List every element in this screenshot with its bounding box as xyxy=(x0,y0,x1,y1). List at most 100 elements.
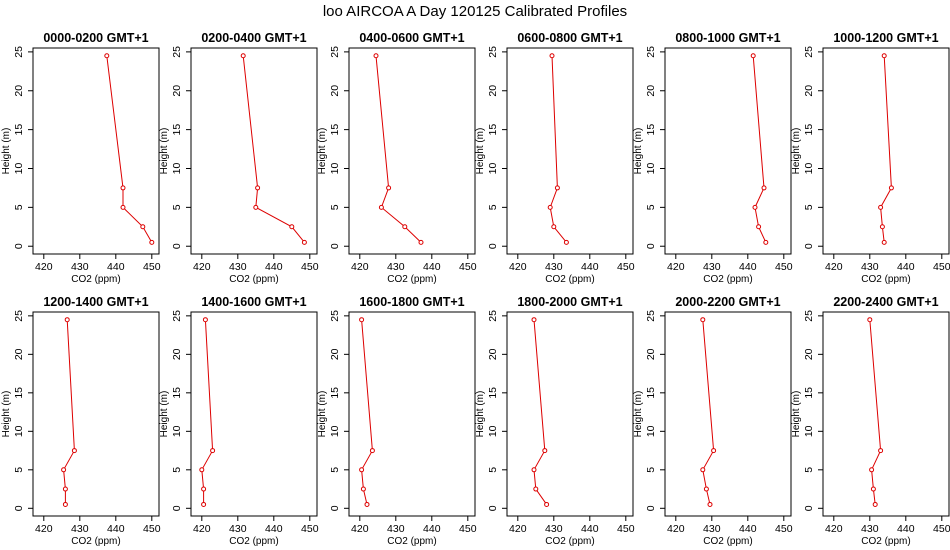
data-point xyxy=(711,448,717,454)
profile-line xyxy=(752,55,767,243)
y-axis-label: Height (m) xyxy=(317,128,328,175)
data-point xyxy=(120,185,126,191)
y-tick-label: 25 xyxy=(803,46,815,58)
y-tick-label: 0 xyxy=(803,505,815,511)
plot-frame xyxy=(190,311,318,517)
data-point xyxy=(703,486,709,492)
figure-title: loo AIRCOA A Day 120125 Calibrated Profi… xyxy=(323,3,627,20)
y-tick-label: 20 xyxy=(803,348,815,360)
x-tick-label: 420 xyxy=(509,523,527,535)
panel-title: 2000-2200 GMT+1 xyxy=(675,295,780,309)
y-tick-label: 15 xyxy=(171,124,183,136)
profile-line xyxy=(242,55,305,243)
x-tick-label: 430 xyxy=(387,523,405,535)
panel-3: 0400-0600 GMT+1 420 430 440 450 0 5 10 15 20 25 CO2… xyxy=(317,31,477,285)
panel-title: 1000-1200 GMT+1 xyxy=(833,31,938,45)
y-tick-label: 0 xyxy=(329,243,341,249)
y-tick-label: 10 xyxy=(13,425,25,437)
data-point xyxy=(71,448,77,454)
x-tick-label: 440 xyxy=(107,523,125,535)
y-tick-label: 20 xyxy=(171,348,183,360)
x-axis-label: CO2 (ppm) xyxy=(229,274,278,285)
data-point xyxy=(547,204,553,210)
y-tick-label: 25 xyxy=(487,46,499,58)
x-tick-label: 420 xyxy=(35,261,53,273)
data-point xyxy=(881,239,887,245)
data-point xyxy=(120,204,126,210)
x-tick-label: 450 xyxy=(459,523,477,535)
data-point xyxy=(551,224,557,230)
x-tick-label: 430 xyxy=(703,523,721,535)
x-tick-label: 450 xyxy=(459,261,477,273)
panel-12: 2200-2400 GMT+1 420 430 440 450 0 5 10 15 20 25 CO2… xyxy=(791,295,950,547)
data-point xyxy=(878,448,884,454)
data-point xyxy=(359,317,365,323)
data-point xyxy=(62,501,68,507)
data-point xyxy=(549,53,555,59)
x-axis-label: CO2 (ppm) xyxy=(71,274,120,285)
profile-line xyxy=(549,55,567,243)
panel-10: 1800-2000 GMT+1 420 430 440 450 0 5 10 15 20 25 CO2… xyxy=(475,295,635,547)
x-tick-label: 450 xyxy=(775,261,793,273)
x-tick-label: 440 xyxy=(265,261,283,273)
plot-frame xyxy=(506,311,634,517)
x-tick-label: 440 xyxy=(739,261,757,273)
data-point xyxy=(386,185,392,191)
y-tick-label: 10 xyxy=(487,162,499,174)
data-point xyxy=(750,53,756,59)
data-point xyxy=(544,501,550,507)
x-axis-label: CO2 (ppm) xyxy=(387,274,436,285)
y-tick-label: 5 xyxy=(803,204,815,210)
x-tick-label: 430 xyxy=(703,261,721,273)
x-axis-label: CO2 (ppm) xyxy=(861,274,910,285)
panel-8: 1400-1600 GMT+1 420 430 440 450 0 5 10 15 20 25 CO2… xyxy=(159,295,319,547)
panel-title: 1800-2000 GMT+1 xyxy=(517,295,622,309)
y-tick-label: 5 xyxy=(487,467,499,473)
x-tick-label: 440 xyxy=(897,523,915,535)
data-point xyxy=(202,317,208,323)
panel-title: 0000-0200 GMT+1 xyxy=(43,31,148,45)
y-tick-label: 5 xyxy=(329,467,341,473)
y-tick-label: 20 xyxy=(13,348,25,360)
profile-line xyxy=(702,319,715,505)
data-point xyxy=(418,239,424,245)
y-tick-label: 15 xyxy=(645,387,657,399)
y-tick-label: 0 xyxy=(645,505,657,511)
plot-frame xyxy=(506,47,634,255)
y-axis-label: Height (m) xyxy=(1,391,12,438)
x-tick-label: 440 xyxy=(581,261,599,273)
y-tick-label: 25 xyxy=(13,310,25,322)
y-tick-label: 20 xyxy=(803,85,815,97)
y-tick-label: 15 xyxy=(803,124,815,136)
y-tick-label: 5 xyxy=(487,204,499,210)
data-point xyxy=(763,239,769,245)
y-tick-label: 5 xyxy=(329,204,341,210)
data-point xyxy=(761,185,767,191)
y-tick-label: 15 xyxy=(329,124,341,136)
plot-frame xyxy=(32,311,160,517)
profile-line xyxy=(63,319,75,505)
x-tick-label: 420 xyxy=(35,523,53,535)
panel-title: 2200-2400 GMT+1 xyxy=(833,295,938,309)
y-tick-label: 10 xyxy=(645,425,657,437)
y-axis-label: Height (m) xyxy=(317,391,328,438)
y-axis-label: Height (m) xyxy=(791,128,802,175)
x-axis-label: CO2 (ppm) xyxy=(861,536,910,547)
data-point xyxy=(62,486,68,492)
y-axis-label: Height (m) xyxy=(159,391,170,438)
x-axis-label: CO2 (ppm) xyxy=(703,536,752,547)
plot-frame xyxy=(348,311,476,517)
x-tick-label: 440 xyxy=(739,523,757,535)
data-point xyxy=(402,224,408,230)
panel-7: 1200-1400 GMT+1 420 430 440 450 0 5 10 15 20 25 CO2… xyxy=(1,295,161,547)
profile-line xyxy=(106,55,153,243)
y-axis-label: Height (m) xyxy=(475,391,486,438)
y-tick-label: 5 xyxy=(171,204,183,210)
y-tick-label: 15 xyxy=(487,387,499,399)
x-tick-label: 440 xyxy=(423,523,441,535)
data-point xyxy=(563,239,569,245)
data-point xyxy=(253,204,259,210)
y-tick-label: 25 xyxy=(803,310,815,322)
y-tick-label: 5 xyxy=(171,467,183,473)
